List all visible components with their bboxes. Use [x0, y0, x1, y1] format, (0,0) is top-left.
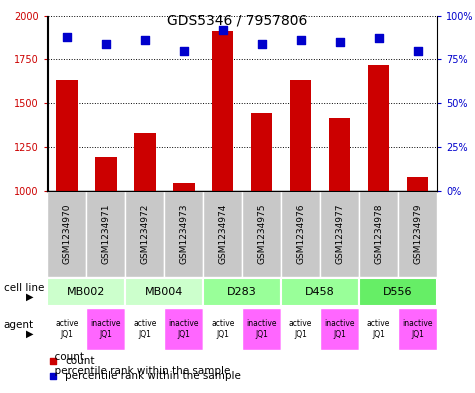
Bar — [251, 113, 273, 191]
Text: D283: D283 — [228, 287, 257, 297]
Bar — [125, 308, 164, 351]
Text: GSM1234977: GSM1234977 — [335, 204, 344, 264]
Text: GSM1234979: GSM1234979 — [413, 204, 422, 264]
Point — [180, 48, 188, 54]
Bar — [242, 308, 281, 351]
Text: GSM1234973: GSM1234973 — [180, 204, 188, 264]
Text: MB002: MB002 — [67, 287, 105, 297]
Text: count: count — [48, 352, 84, 362]
Bar — [164, 191, 203, 277]
Text: inactive
JQ1: inactive JQ1 — [402, 320, 433, 339]
Text: GSM1234976: GSM1234976 — [296, 204, 305, 264]
Text: GSM1234978: GSM1234978 — [374, 204, 383, 264]
Bar — [329, 118, 351, 191]
Text: active
JQ1: active JQ1 — [211, 320, 235, 339]
Text: count: count — [65, 356, 95, 366]
Bar — [173, 183, 195, 191]
Text: cell line: cell line — [4, 283, 44, 293]
Text: GSM1234974: GSM1234974 — [218, 204, 227, 264]
Bar — [281, 308, 320, 351]
Text: agent: agent — [4, 320, 34, 330]
Point — [336, 39, 343, 45]
Bar — [56, 81, 78, 191]
Bar — [203, 191, 242, 277]
Point — [141, 37, 149, 43]
Text: GSM1234970: GSM1234970 — [63, 204, 71, 264]
Text: percentile rank within the sample: percentile rank within the sample — [48, 366, 230, 376]
Point — [414, 48, 421, 54]
Bar — [359, 191, 398, 277]
Bar — [134, 133, 156, 191]
Text: active
JQ1: active JQ1 — [289, 320, 313, 339]
Point — [49, 358, 57, 364]
Point — [297, 37, 304, 43]
Point — [49, 373, 57, 379]
Text: ▶: ▶ — [26, 329, 34, 339]
Bar — [48, 278, 125, 306]
Point — [258, 40, 266, 47]
Text: MB004: MB004 — [145, 287, 183, 297]
Point — [63, 33, 71, 40]
Bar — [290, 81, 312, 191]
Text: active
JQ1: active JQ1 — [55, 320, 79, 339]
Text: D458: D458 — [305, 287, 335, 297]
Bar — [86, 191, 125, 277]
Text: percentile rank within the sample: percentile rank within the sample — [65, 371, 241, 381]
Text: GSM1234971: GSM1234971 — [102, 204, 110, 264]
Bar — [368, 65, 390, 191]
Text: inactive
JQ1: inactive JQ1 — [169, 320, 199, 339]
Text: inactive
JQ1: inactive JQ1 — [247, 320, 277, 339]
Text: GSM1234975: GSM1234975 — [257, 204, 266, 264]
Bar — [203, 278, 281, 306]
Point — [219, 27, 227, 33]
Text: GDS5346 / 7957806: GDS5346 / 7957806 — [167, 14, 308, 28]
Point — [375, 35, 382, 42]
Bar — [86, 308, 125, 351]
Text: inactive
JQ1: inactive JQ1 — [91, 320, 121, 339]
Bar — [359, 278, 437, 306]
Bar — [320, 308, 359, 351]
Bar — [398, 191, 437, 277]
Bar — [48, 191, 86, 277]
Bar — [164, 308, 203, 351]
Bar — [125, 278, 203, 306]
Text: GSM1234972: GSM1234972 — [141, 204, 149, 264]
Text: ▶: ▶ — [26, 292, 34, 301]
Bar — [125, 191, 164, 277]
Bar — [242, 191, 281, 277]
Bar — [320, 191, 359, 277]
Bar — [281, 191, 320, 277]
Text: inactive
JQ1: inactive JQ1 — [324, 320, 355, 339]
Bar — [359, 308, 398, 351]
Text: active
JQ1: active JQ1 — [367, 320, 390, 339]
Bar — [203, 308, 242, 351]
Point — [102, 40, 110, 47]
Text: active
JQ1: active JQ1 — [133, 320, 157, 339]
Bar — [95, 156, 117, 191]
Bar — [407, 178, 428, 191]
Bar — [281, 278, 359, 306]
Bar — [398, 308, 437, 351]
Bar — [212, 31, 234, 191]
Bar — [48, 308, 86, 351]
Text: D556: D556 — [383, 287, 413, 297]
